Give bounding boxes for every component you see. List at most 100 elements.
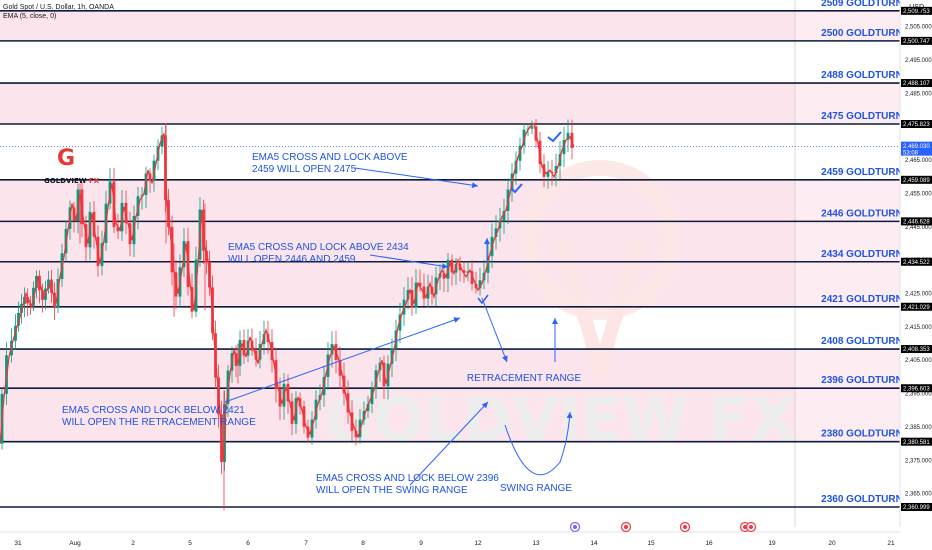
level-labels: 2509 GOLDTURN 2500 GOLDTURN 2488 GOLDTURN 2… [821, 0, 903, 505]
level-price-tag-text: 2,446.628 [903, 220, 930, 226]
level-label: 2500 GOLDTURN [821, 28, 903, 39]
event-flag-icon [679, 521, 691, 533]
annotations: EMA5 CROSS AND LOCK ABOVE 2459 WILL OPEN … [62, 152, 581, 496]
level-label: 2380 GOLDTURN [821, 429, 903, 440]
level-price-tag [901, 217, 932, 226]
countdown-text: 53:08 [903, 151, 919, 157]
candle-body [502, 211, 506, 221]
goldview-logo: G GOLDVIEW FX [44, 146, 100, 185]
level-price-tag-text: 2,380.581 [903, 440, 930, 446]
annotation-2475: EMA5 CROSS AND LOCK ABOVE 2459 WILL OPEN … [252, 152, 408, 175]
level-label: 2421 GOLDTURN [821, 294, 903, 305]
time-tick: 12 [474, 540, 482, 547]
level-price-tag-text: 2,475.823 [903, 122, 930, 128]
pink-zone [0, 83, 900, 125]
candle-body [450, 259, 454, 273]
level-price-tag-text: 2,500.747 [903, 39, 930, 45]
event-flag-icon [620, 521, 632, 533]
time-axis[interactable]: 31 Aug 2 5 6 7 8 9 12 13 14 15 16 19 20 21 [0, 521, 900, 548]
candle-body [562, 139, 566, 155]
arrow-swing-curve [504, 411, 573, 476]
price-axis[interactable]: 2,505.000 2,495.000 2,485.000 2,465.000 2,45… [899, 0, 932, 550]
candle-body [462, 270, 466, 273]
check-mark-icon [547, 131, 562, 143]
candle-body [330, 344, 334, 355]
level-price-tag [901, 302, 932, 311]
price-tick: 2,455.000 [905, 191, 932, 197]
watermark: GOLDVIEW FX [324, 160, 796, 455]
goldturn-levels [0, 10, 900, 508]
candle-body [306, 426, 310, 438]
label-column [796, 0, 900, 527]
ema-path [0, 122, 575, 461]
level-price-tag-text: 2,421.029 [903, 305, 930, 311]
level-price-tag [901, 345, 932, 354]
ema-line [0, 122, 575, 461]
time-tick: 8 [361, 540, 365, 547]
candle-body [354, 430, 358, 438]
pink-zone [0, 179, 900, 307]
level-label: 2446 GOLDTURN [821, 208, 903, 219]
level-price-tag-text: 2,488.107 [903, 81, 930, 87]
current-price-tag-text: 2,469.030 [903, 144, 930, 150]
price-tick: 2,495.000 [905, 58, 932, 64]
price-tick: 2,415.000 [905, 325, 932, 331]
level-label: 2408 GOLDTURN [821, 336, 903, 347]
current-price-tag [901, 141, 932, 156]
level-price-tag [901, 36, 932, 45]
level-label: 2434 GOLDTURN [821, 249, 903, 260]
price-tick: 2,385.000 [905, 425, 932, 431]
price-tick: 2,445.000 [905, 225, 932, 231]
annotation-arrows [224, 131, 573, 486]
arrow-2421 [224, 317, 461, 403]
candle-body [470, 271, 474, 284]
time-tick: 21 [887, 540, 895, 547]
watermark-logo-circle [520, 160, 680, 320]
price-tick: 2,395.000 [905, 392, 932, 398]
level-price-tag [901, 175, 932, 184]
candle-body [50, 279, 53, 293]
pink-zone [0, 349, 900, 442]
time-tick: 20 [828, 540, 836, 547]
time-tick: 19 [768, 540, 776, 547]
candle-body [234, 353, 238, 366]
price-tick: 2,485.000 [905, 91, 932, 97]
level-price-tag [901, 437, 932, 446]
candle-body [17, 312, 20, 326]
time-tick: 7 [304, 540, 308, 547]
level-label: 2360 GOLDTURN [821, 494, 903, 505]
level-price-tag [901, 384, 932, 393]
time-tick: 5 [188, 540, 192, 547]
price-tick: 2,425.000 [905, 292, 932, 298]
level-price-tag [901, 120, 932, 129]
event-flag-icon [569, 521, 581, 533]
level-price-tag-text: 2,434.522 [903, 260, 930, 266]
level-price-tag-text: 2,396.603 [903, 386, 930, 392]
time-tick: 2 [131, 540, 135, 547]
annotation-2421: EMA5 CROSS AND LOCK BELOW 2421 WILL OPEN … [62, 405, 256, 428]
level-price-tag [901, 6, 932, 15]
arrow-retracement-down [481, 297, 508, 363]
price-tick: 2,365.000 [905, 492, 932, 498]
candle-body [466, 271, 470, 273]
candle-body [366, 404, 370, 412]
time-tick: 13 [532, 540, 540, 547]
annotation-2396: EMA5 CROSS AND LOCK BELOW 2396 WILL OPEN … [316, 473, 499, 496]
candle-body [554, 166, 558, 173]
candle-body [41, 290, 44, 300]
arrow-2396 [409, 401, 489, 486]
annotation-2434: EMA5 CROSS AND LOCK ABOVE 2434 WILL OPEN … [228, 242, 409, 265]
level-label: 2459 GOLDTURN [821, 167, 903, 178]
candle-body [458, 264, 462, 271]
currency-label: USD [909, 4, 924, 11]
time-tick: 9 [419, 540, 423, 547]
level-label: 2509 GOLDTURN [821, 0, 903, 9]
level-price-tag-text: 2,408.353 [903, 347, 930, 353]
level-price-tag [901, 79, 932, 88]
watermark-text: GOLDVIEW FX [324, 385, 796, 455]
candle-body [20, 303, 23, 313]
check-mark-icon [510, 183, 523, 194]
symbol-title: Gold Spot / U.S. Dollar, 1h, OANDA [3, 4, 114, 11]
arrow-2475 [354, 167, 479, 189]
